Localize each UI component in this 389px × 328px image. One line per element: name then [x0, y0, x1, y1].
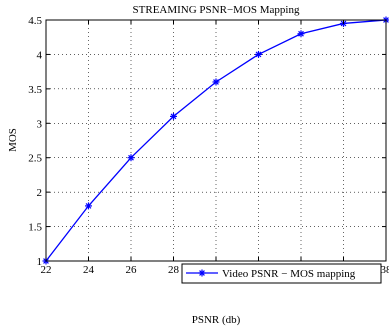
y-tick-label: 4.5	[28, 15, 42, 27]
x-tick-label: 22	[41, 264, 52, 276]
data-point	[170, 112, 177, 120]
y-tick-label: 2.5	[28, 153, 42, 165]
y-axis-label: MOS	[7, 128, 19, 152]
legend-marker	[198, 269, 206, 277]
legend-box	[181, 263, 382, 284]
grid	[46, 20, 386, 261]
y-tick-label: 1	[37, 256, 43, 268]
y-tick-label: 4	[37, 49, 43, 61]
y-tick-label: 3.5	[28, 84, 42, 96]
x-tick-label: 28	[168, 264, 180, 276]
x-axis-label: PSNR (db)	[192, 314, 241, 326]
y-tick-label: 1.5	[28, 222, 42, 234]
x-tick-label: 38	[381, 264, 389, 276]
data-point	[127, 154, 135, 162]
data-point	[297, 30, 305, 38]
x-tick-label: 26	[126, 264, 138, 276]
y-tick-label: 3	[37, 118, 43, 130]
data-point	[85, 202, 92, 210]
data-point	[212, 78, 220, 86]
legend-label: Video PSNR − MOS mapping	[222, 268, 356, 280]
legend: Video PSNR − MOS mapping	[181, 263, 382, 284]
data-point	[255, 50, 262, 58]
x-tick-label: 24	[83, 264, 95, 276]
y-tick-label: 2	[37, 187, 43, 199]
chart-title: STREAMING PSNR−MOS Mapping	[133, 4, 300, 16]
